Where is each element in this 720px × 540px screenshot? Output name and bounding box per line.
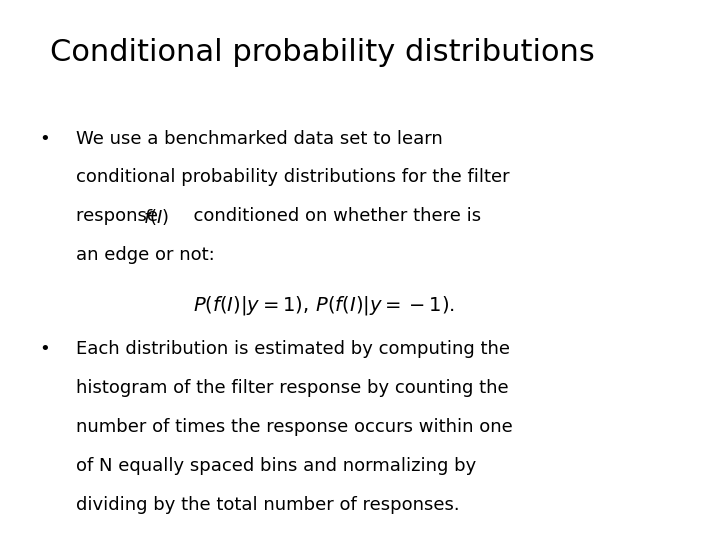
Text: number of times the response occurs within one: number of times the response occurs with… (76, 418, 513, 436)
Text: dividing by the total number of responses.: dividing by the total number of response… (76, 496, 459, 514)
Text: an edge or not:: an edge or not: (76, 246, 215, 264)
Text: $P(f(I)|y = 1),\, P(f(I)|y = -1).$: $P(f(I)|y = 1),\, P(f(I)|y = -1).$ (193, 294, 455, 318)
Text: conditioned on whether there is: conditioned on whether there is (182, 207, 481, 225)
Text: Conditional probability distributions: Conditional probability distributions (50, 38, 595, 67)
Text: •: • (40, 130, 50, 147)
Text: of N equally spaced bins and normalizing by: of N equally spaced bins and normalizing… (76, 457, 476, 475)
Text: histogram of the filter response by counting the: histogram of the filter response by coun… (76, 379, 508, 397)
Text: •: • (40, 340, 50, 358)
Text: Each distribution is estimated by computing the: Each distribution is estimated by comput… (76, 340, 510, 358)
Text: response: response (76, 207, 163, 225)
Text: conditional probability distributions for the filter: conditional probability distributions fo… (76, 168, 509, 186)
Text: We use a benchmarked data set to learn: We use a benchmarked data set to learn (76, 130, 442, 147)
Text: $f(I)$: $f(I)$ (143, 207, 169, 227)
